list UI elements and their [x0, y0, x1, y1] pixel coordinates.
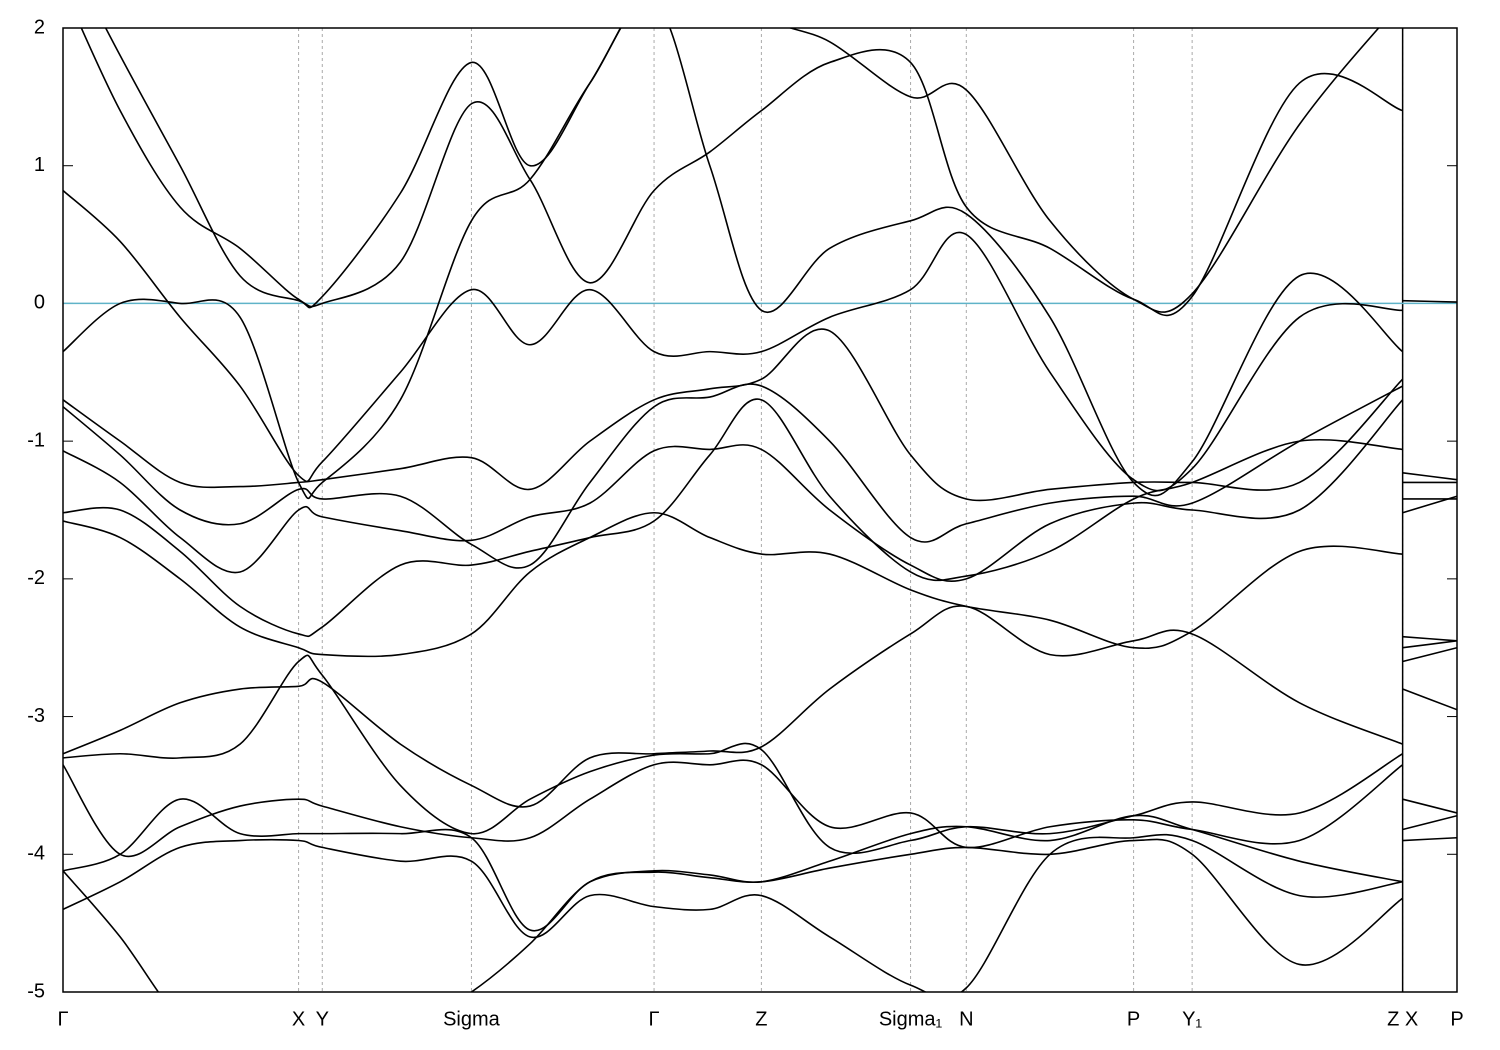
band-line — [63, 605, 1457, 814]
plot-area — [63, 28, 1457, 992]
y-tick-label: 1 — [34, 154, 45, 176]
band-line — [63, 511, 1457, 711]
y-tick-label: -5 — [27, 980, 45, 1002]
y-tick-label: -4 — [27, 843, 45, 865]
y-tick-label: -3 — [27, 705, 45, 727]
plot-frame — [62, 27, 1458, 993]
x-tick-label: Y — [316, 1008, 329, 1030]
y-tick-label: 2 — [34, 16, 45, 38]
band-line — [63, 833, 1403, 992]
x-tick-label: Sigma₁ — [879, 1008, 943, 1030]
band-line — [63, 398, 1457, 663]
band-line — [63, 838, 1404, 992]
y-tick-label: -2 — [27, 567, 45, 589]
y-tick-label: -1 — [27, 429, 45, 451]
band-line — [63, 328, 1457, 514]
x-tick-label: Z — [755, 1008, 767, 1030]
x-tick-label: X — [292, 1008, 305, 1030]
x-tick-label: Sigma — [443, 1008, 501, 1030]
band-line — [104, 28, 1457, 481]
x-tick-label: Z X — [1387, 1008, 1418, 1030]
x-tick-label: P — [1450, 1008, 1463, 1030]
band-line — [63, 399, 1457, 649]
y-tick-label: 0 — [34, 292, 45, 314]
x-tick-label: P — [1127, 1008, 1140, 1030]
band-line — [63, 759, 1457, 858]
x-tick-label: N — [959, 1008, 973, 1030]
band-line — [63, 189, 1457, 492]
x-tick-label: Γ — [649, 1008, 660, 1030]
x-tick-label: Γ — [57, 1008, 68, 1030]
band-line — [63, 798, 1403, 932]
x-tick-label: Y₁ — [1182, 1008, 1202, 1030]
